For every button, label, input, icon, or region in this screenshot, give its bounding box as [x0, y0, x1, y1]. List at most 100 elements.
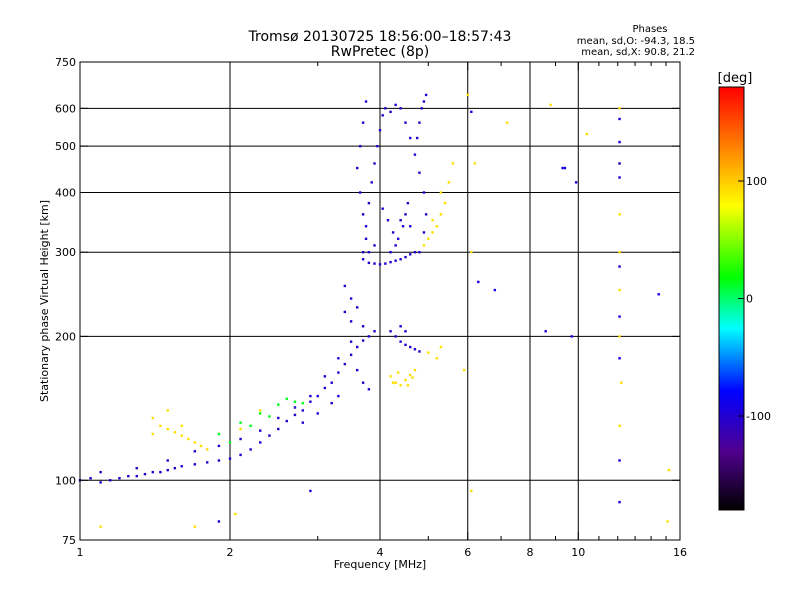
data-point	[404, 343, 407, 347]
data-point	[343, 310, 347, 314]
data-point	[309, 394, 312, 398]
data-point	[618, 335, 621, 338]
data-point	[399, 258, 402, 261]
data-point	[466, 93, 469, 97]
data-point	[618, 265, 621, 268]
data-point	[259, 412, 262, 415]
data-point	[268, 434, 271, 437]
data-point	[249, 448, 252, 451]
y-tick-label: 750	[55, 56, 76, 69]
data-point	[193, 525, 197, 528]
data-point	[620, 381, 623, 384]
data-point	[470, 110, 473, 114]
axis-ticks: 1 2 4 6 8 10 16 75 100 200 300 400 500 600 750	[55, 56, 687, 559]
data-point	[205, 448, 209, 451]
data-point	[439, 213, 443, 216]
data-point	[343, 284, 347, 288]
data-point	[217, 459, 221, 462]
data-point	[361, 121, 365, 124]
data-point	[358, 144, 362, 148]
data-point	[561, 166, 564, 170]
data-point	[618, 357, 621, 360]
data-point	[173, 466, 177, 470]
data-point	[358, 191, 362, 194]
data-point	[394, 103, 397, 107]
data-point	[657, 293, 660, 296]
data-point	[618, 459, 621, 462]
data-point	[151, 432, 155, 436]
data-point	[349, 340, 353, 343]
data-point	[166, 427, 169, 431]
data-point	[418, 171, 421, 174]
data-point	[413, 368, 417, 372]
data-point	[355, 306, 359, 309]
data-point	[293, 406, 297, 409]
data-point	[451, 162, 455, 165]
data-point	[413, 251, 417, 254]
data-point	[228, 441, 232, 444]
data-point	[401, 225, 405, 228]
data-point	[422, 244, 426, 247]
data-point	[166, 468, 169, 472]
data-point	[570, 335, 573, 338]
data-point	[424, 213, 428, 216]
data-point	[422, 100, 426, 103]
data-point	[180, 465, 183, 468]
data-point	[173, 431, 177, 434]
data-point	[361, 381, 365, 384]
data-point	[193, 463, 197, 466]
data-point	[330, 381, 333, 384]
data-point	[618, 213, 621, 216]
data-point	[411, 376, 414, 379]
data-point	[355, 166, 359, 170]
phase-info-title: Phases	[632, 24, 667, 35]
data-point	[337, 371, 340, 374]
data-point	[389, 260, 392, 264]
data-point	[159, 424, 162, 428]
data-point	[259, 441, 262, 444]
data-point	[217, 444, 221, 448]
data-point	[391, 381, 395, 384]
x-tick-label: 2	[227, 546, 234, 559]
y-tick-label: 600	[55, 102, 76, 115]
phase-info-x: mean, sd,X: 90.8, 21.2	[581, 47, 695, 58]
data-point	[180, 434, 183, 437]
data-point	[618, 117, 621, 121]
data-point	[367, 251, 371, 254]
data-point	[409, 345, 412, 349]
data-point	[549, 103, 552, 107]
data-point	[574, 181, 578, 184]
data-point	[239, 427, 242, 431]
y-tick-label: 500	[55, 140, 76, 153]
data-point	[384, 107, 387, 110]
data-point	[239, 421, 242, 424]
data-point	[415, 136, 419, 140]
data-point	[618, 288, 621, 292]
y-tick-label: 300	[55, 246, 76, 259]
data-point	[666, 520, 669, 523]
data-point	[618, 424, 621, 428]
data-point	[285, 419, 288, 423]
data-point	[399, 325, 402, 328]
data-point	[277, 403, 280, 406]
data-point	[239, 437, 242, 441]
data-point	[427, 351, 430, 354]
data-point	[618, 107, 621, 110]
data-point	[404, 330, 407, 333]
data-point	[364, 237, 368, 241]
data-point	[404, 213, 407, 216]
data-point	[135, 466, 138, 470]
data-point	[389, 330, 392, 333]
data-point	[293, 413, 297, 417]
data-point	[361, 213, 365, 216]
data-point	[618, 500, 621, 504]
data-point	[373, 262, 376, 265]
data-point	[378, 263, 382, 266]
data-point	[159, 470, 162, 474]
phase-info-o: mean, sd,O: -94.3, 18.5	[577, 36, 695, 47]
data-point	[404, 255, 407, 259]
data-point	[277, 416, 280, 420]
data-point	[316, 394, 319, 398]
y-axis-label: Stationary phase Virtual Height [km]	[38, 200, 51, 402]
